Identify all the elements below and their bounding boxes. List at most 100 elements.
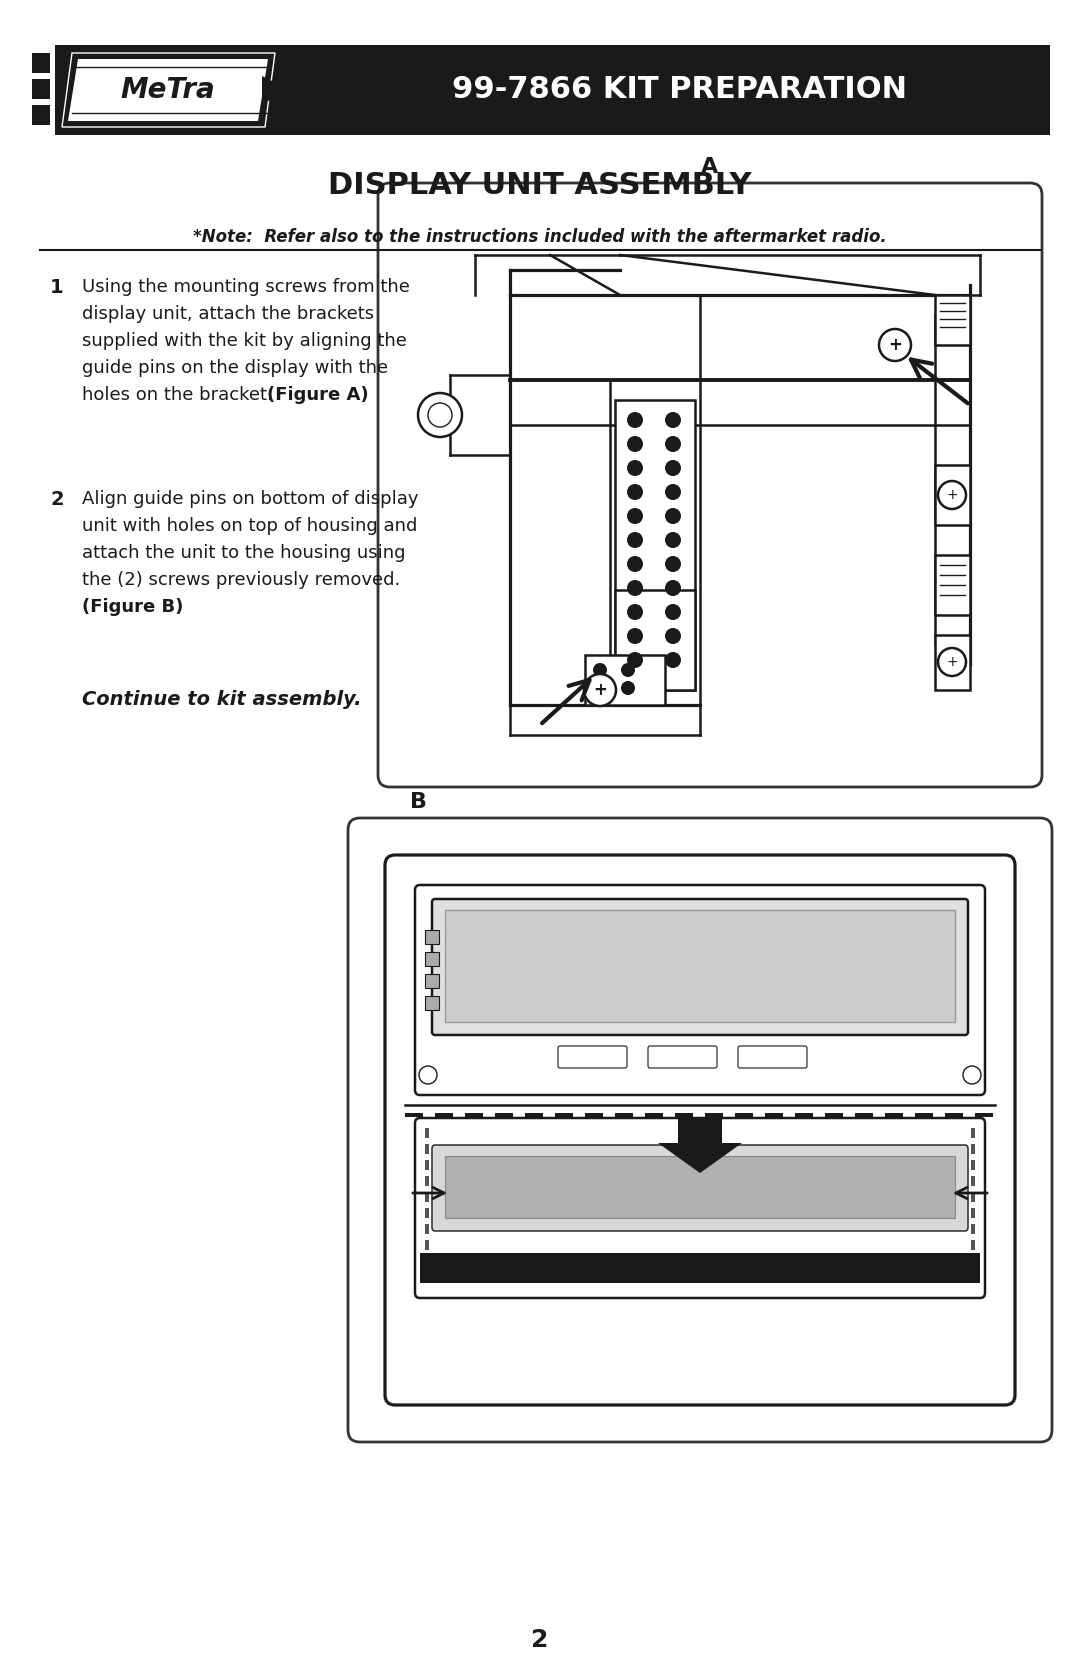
Circle shape [665, 461, 681, 476]
Circle shape [665, 436, 681, 452]
Bar [975, 1113, 993, 1117]
Bar [32, 53, 50, 73]
Circle shape [665, 412, 681, 427]
Polygon shape [658, 1118, 742, 1173]
Text: (Figure B): (Figure B) [82, 598, 184, 616]
Circle shape [621, 681, 635, 694]
Circle shape [665, 507, 681, 524]
FancyBboxPatch shape [384, 855, 1015, 1405]
FancyBboxPatch shape [415, 885, 985, 1095]
Circle shape [627, 581, 643, 596]
Circle shape [627, 556, 643, 572]
Bar [935, 466, 970, 526]
Text: the (2) screws previously removed.: the (2) screws previously removed. [82, 571, 401, 589]
Bar [971, 1272, 975, 1282]
Text: +: + [593, 681, 607, 699]
Circle shape [627, 507, 643, 524]
Circle shape [665, 484, 681, 501]
Text: supplied with the kit by aligning the: supplied with the kit by aligning the [82, 332, 407, 350]
Bar [426, 1257, 429, 1267]
FancyBboxPatch shape [558, 1046, 627, 1068]
FancyBboxPatch shape [648, 1046, 717, 1068]
Circle shape [939, 648, 966, 676]
Bar [935, 295, 970, 345]
Bar [426, 975, 438, 988]
Circle shape [939, 481, 966, 509]
Bar [465, 1113, 483, 1117]
Bar [885, 1113, 903, 1117]
Circle shape [627, 484, 643, 501]
Bar [825, 1113, 843, 1117]
Bar [585, 1113, 603, 1117]
Text: B: B [410, 793, 427, 813]
Circle shape [665, 628, 681, 644]
Circle shape [593, 663, 607, 678]
Bar [426, 1240, 429, 1250]
Circle shape [428, 402, 453, 427]
Circle shape [627, 628, 643, 644]
Bar [426, 1177, 429, 1187]
Bar [445, 1157, 955, 1218]
Circle shape [627, 461, 643, 476]
Bar [971, 1192, 975, 1202]
Text: Align guide pins on bottom of display: Align guide pins on bottom of display [82, 491, 419, 507]
Text: Using the mounting screws from the: Using the mounting screws from the [82, 279, 410, 295]
Bar [435, 1113, 453, 1117]
Bar [405, 1113, 423, 1117]
Bar [645, 1113, 663, 1117]
Circle shape [419, 1066, 437, 1083]
Bar [705, 1113, 723, 1117]
Bar [971, 1143, 975, 1153]
Bar [495, 1113, 513, 1117]
Bar [615, 401, 696, 689]
Bar [971, 1160, 975, 1170]
Bar [971, 1177, 975, 1187]
Text: holes on the bracket.: holes on the bracket. [82, 386, 279, 404]
Bar [30, 45, 1050, 135]
Bar [735, 1113, 753, 1117]
Circle shape [627, 532, 643, 547]
Bar [555, 1113, 573, 1117]
Bar [935, 634, 970, 689]
Polygon shape [68, 58, 268, 120]
Circle shape [665, 532, 681, 547]
FancyBboxPatch shape [432, 1145, 968, 1232]
Text: Continue to kit assembly.: Continue to kit assembly. [82, 689, 362, 709]
Text: A: A [701, 157, 718, 177]
FancyBboxPatch shape [415, 1118, 985, 1298]
Bar [426, 1272, 429, 1282]
Polygon shape [262, 77, 291, 103]
Bar [525, 1113, 543, 1117]
Bar [32, 105, 50, 125]
Bar [971, 1240, 975, 1250]
Bar [32, 78, 50, 98]
Bar [795, 1113, 813, 1117]
Text: 1: 1 [50, 279, 64, 297]
Bar [945, 1113, 963, 1117]
Bar [855, 1113, 873, 1117]
Bar [971, 1223, 975, 1233]
Text: DISPLAY UNIT ASSEMBLY: DISPLAY UNIT ASSEMBLY [328, 170, 752, 200]
Bar [445, 910, 955, 1021]
Circle shape [963, 1066, 981, 1083]
Bar [935, 556, 970, 614]
Polygon shape [62, 53, 275, 127]
Circle shape [879, 329, 912, 361]
Bar [585, 654, 665, 704]
Text: *Note:  Refer also to the instructions included with the aftermarket radio.: *Note: Refer also to the instructions in… [193, 229, 887, 245]
Bar [615, 1113, 633, 1117]
Bar [971, 1257, 975, 1267]
Circle shape [627, 653, 643, 668]
Circle shape [627, 412, 643, 427]
Bar [675, 1113, 693, 1117]
FancyBboxPatch shape [432, 900, 968, 1035]
FancyBboxPatch shape [738, 1046, 807, 1068]
Text: MeTra: MeTra [121, 77, 215, 103]
FancyBboxPatch shape [378, 184, 1042, 788]
Bar [765, 1113, 783, 1117]
Text: (Figure A): (Figure A) [267, 386, 368, 404]
Bar [615, 591, 696, 689]
Circle shape [621, 663, 635, 678]
Text: 2: 2 [50, 491, 64, 509]
Text: guide pins on the display with the: guide pins on the display with the [82, 359, 388, 377]
